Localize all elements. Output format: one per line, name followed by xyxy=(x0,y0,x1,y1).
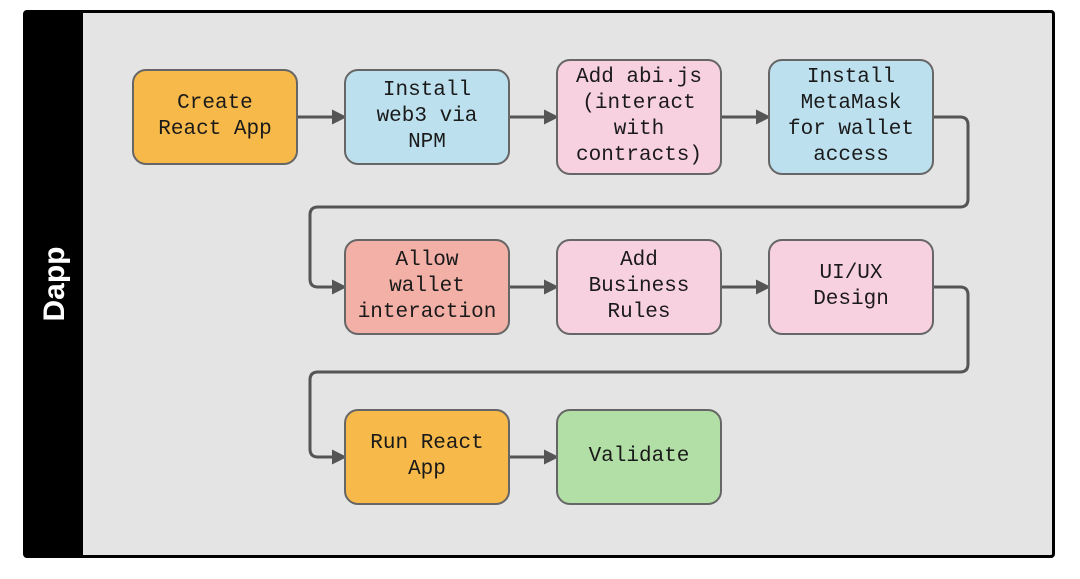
diagram-frame: Dapp CreateReact App Installweb3 viaNPM Ad… xyxy=(23,10,1055,558)
title-sidebar: Dapp xyxy=(26,13,83,555)
diagram-title: Dapp xyxy=(38,247,72,322)
flow-node-n1: CreateReact App xyxy=(132,69,298,165)
diagram-canvas: CreateReact App Installweb3 viaNPM Add abi… xyxy=(83,13,1052,555)
flow-node-label: AddBusinessRules xyxy=(589,248,690,327)
flow-node-n6: AddBusinessRules xyxy=(556,239,722,335)
flow-node-n7: UI/UXDesign xyxy=(768,239,934,335)
flow-node-n5: Allowwalletinteraction xyxy=(344,239,510,335)
flow-node-label: Run ReactApp xyxy=(370,431,483,484)
flow-node-n3: Add abi.js(interactwithcontracts) xyxy=(556,59,722,175)
flow-node-label: Installweb3 viaNPM xyxy=(377,78,478,157)
flow-node-label: CreateReact App xyxy=(158,91,271,144)
flow-node-label: Validate xyxy=(589,444,690,470)
flow-node-n2: Installweb3 viaNPM xyxy=(344,69,510,165)
flow-node-label: Add abi.js(interactwithcontracts) xyxy=(576,65,702,170)
flow-node-label: UI/UXDesign xyxy=(813,261,889,314)
flow-node-n8: Run ReactApp xyxy=(344,409,510,505)
flow-node-n4: InstallMetaMaskfor walletaccess xyxy=(768,59,934,175)
flow-node-label: InstallMetaMaskfor walletaccess xyxy=(788,65,914,170)
flow-node-n9: Validate xyxy=(556,409,722,505)
flow-node-label: Allowwalletinteraction xyxy=(358,248,497,327)
